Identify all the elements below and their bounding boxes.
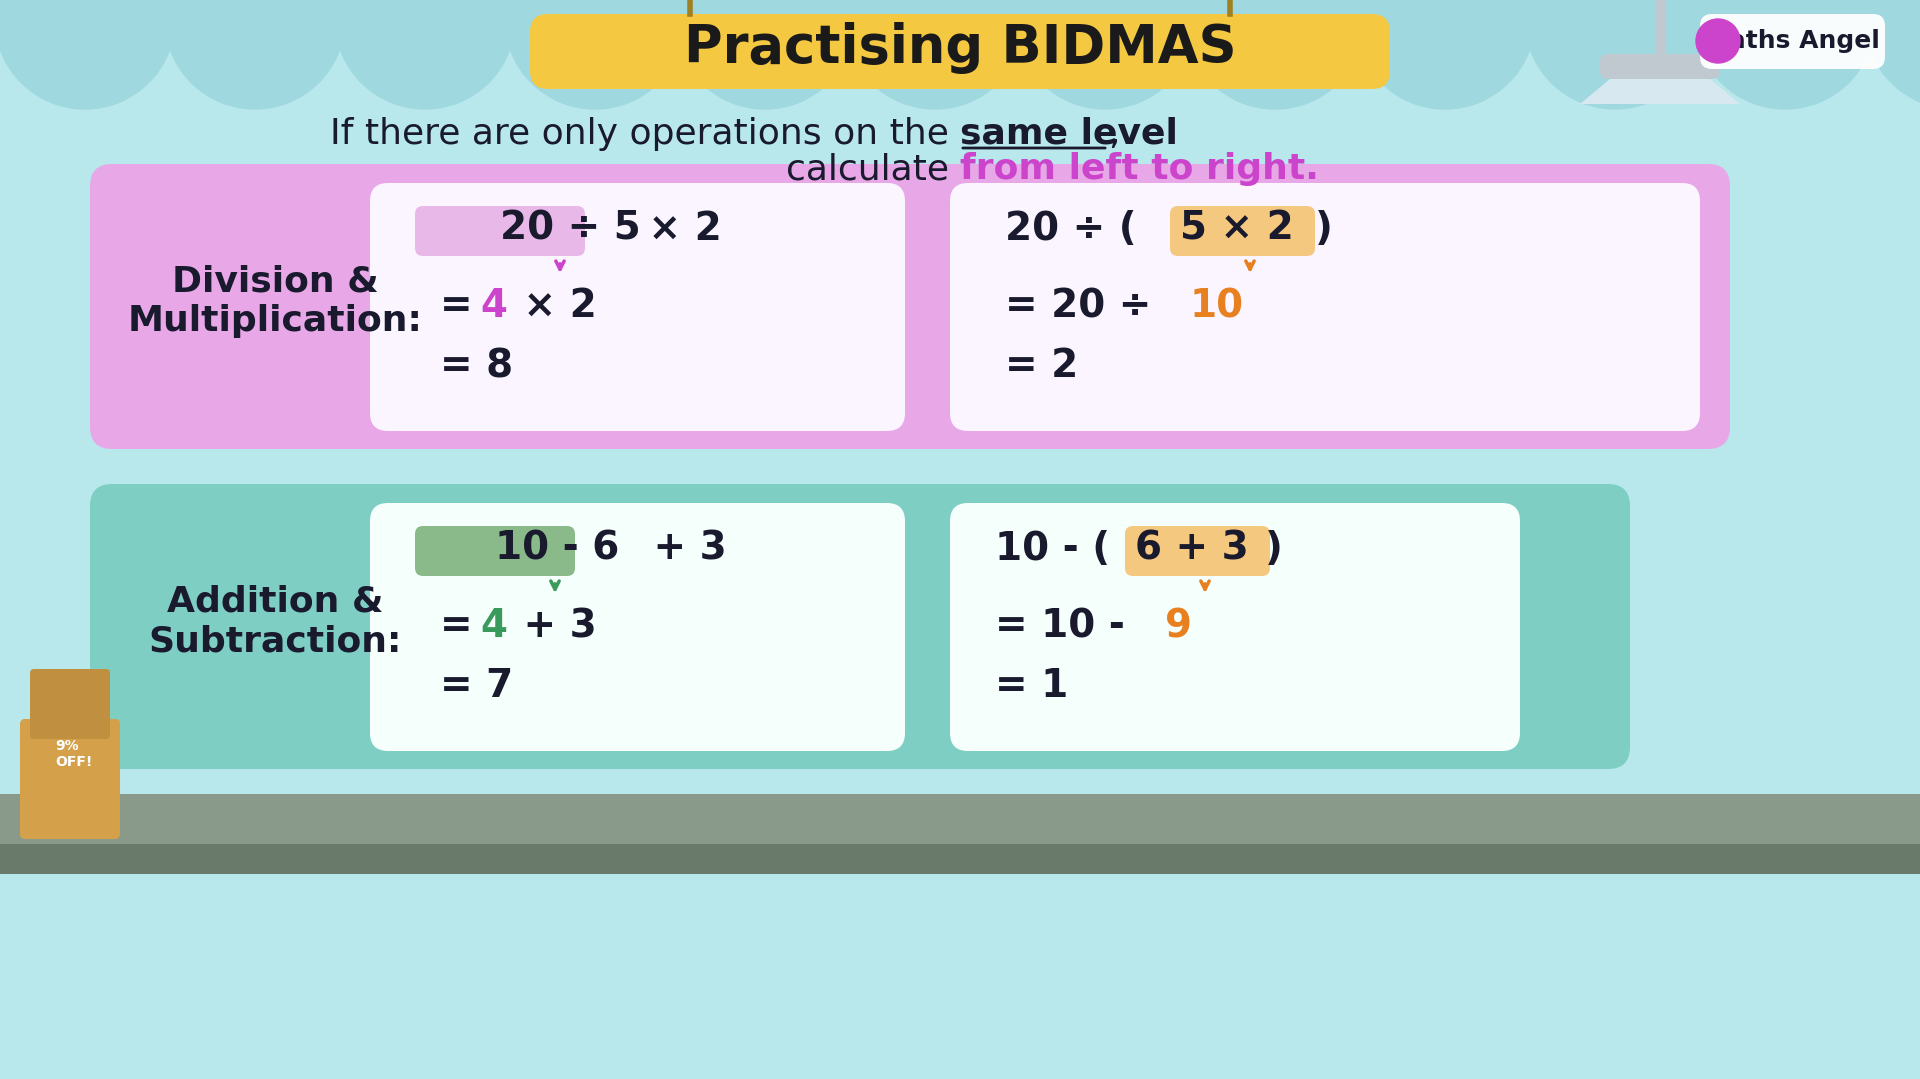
Text: Addition &
Subtraction:: Addition & Subtraction: bbox=[148, 585, 401, 658]
Text: 10 - (: 10 - ( bbox=[995, 530, 1110, 568]
FancyBboxPatch shape bbox=[31, 669, 109, 739]
FancyBboxPatch shape bbox=[950, 183, 1699, 431]
Text: 9: 9 bbox=[1165, 607, 1192, 645]
Text: same level: same level bbox=[960, 117, 1177, 151]
Circle shape bbox=[1524, 0, 1705, 109]
Circle shape bbox=[1016, 0, 1194, 109]
Text: ): ) bbox=[1315, 210, 1332, 248]
Bar bbox=[0, 844, 1920, 874]
Text: =: = bbox=[440, 287, 486, 325]
Circle shape bbox=[845, 0, 1025, 109]
Text: Division &
Multiplication:: Division & Multiplication: bbox=[127, 264, 422, 338]
Text: ,: , bbox=[1108, 117, 1119, 151]
FancyBboxPatch shape bbox=[90, 164, 1730, 449]
Text: 20 ÷ 5: 20 ÷ 5 bbox=[499, 210, 641, 248]
Text: + 3: + 3 bbox=[639, 530, 728, 568]
FancyBboxPatch shape bbox=[415, 206, 586, 256]
Circle shape bbox=[1356, 0, 1534, 109]
Text: =: = bbox=[440, 607, 486, 645]
Polygon shape bbox=[1580, 79, 1740, 104]
FancyBboxPatch shape bbox=[371, 183, 904, 431]
FancyBboxPatch shape bbox=[950, 503, 1521, 751]
Circle shape bbox=[676, 0, 854, 109]
Text: 20 ÷ (: 20 ÷ ( bbox=[1004, 210, 1137, 248]
Text: = 7: = 7 bbox=[440, 667, 513, 705]
FancyBboxPatch shape bbox=[415, 525, 574, 576]
Text: If there are only operations on the: If there are only operations on the bbox=[330, 117, 960, 151]
Text: from left to right.: from left to right. bbox=[960, 152, 1319, 186]
Text: = 8: = 8 bbox=[440, 347, 513, 385]
FancyBboxPatch shape bbox=[1599, 54, 1720, 79]
Text: 10: 10 bbox=[1190, 287, 1244, 325]
FancyBboxPatch shape bbox=[19, 719, 119, 839]
Text: = 2: = 2 bbox=[1004, 347, 1079, 385]
Text: ): ) bbox=[1265, 530, 1283, 568]
Text: = 10 -: = 10 - bbox=[995, 607, 1139, 645]
Text: 4: 4 bbox=[480, 607, 507, 645]
Text: 9%
OFF!: 9% OFF! bbox=[56, 739, 92, 769]
Circle shape bbox=[1185, 0, 1365, 109]
Circle shape bbox=[505, 0, 685, 109]
Text: 5 × 2: 5 × 2 bbox=[1181, 210, 1294, 248]
Circle shape bbox=[1695, 19, 1740, 63]
Text: × 2: × 2 bbox=[511, 287, 597, 325]
FancyBboxPatch shape bbox=[1699, 14, 1885, 69]
Circle shape bbox=[334, 0, 515, 109]
FancyBboxPatch shape bbox=[530, 14, 1390, 88]
Text: 6 + 3: 6 + 3 bbox=[1135, 530, 1248, 568]
Circle shape bbox=[1695, 0, 1876, 109]
Text: 10 - 6: 10 - 6 bbox=[495, 530, 620, 568]
Text: × 2: × 2 bbox=[636, 210, 722, 248]
Circle shape bbox=[1864, 0, 1920, 109]
FancyBboxPatch shape bbox=[90, 484, 1630, 769]
Circle shape bbox=[165, 0, 346, 109]
Bar bbox=[0, 794, 1920, 849]
FancyBboxPatch shape bbox=[371, 503, 904, 751]
FancyBboxPatch shape bbox=[1169, 206, 1315, 256]
Text: = 20 ÷: = 20 ÷ bbox=[1004, 287, 1165, 325]
Text: 4: 4 bbox=[480, 287, 507, 325]
Text: calculate: calculate bbox=[785, 152, 960, 186]
Text: + 3: + 3 bbox=[511, 607, 597, 645]
Text: Maths Angel: Maths Angel bbox=[1705, 29, 1880, 53]
Text: Practising BIDMAS: Practising BIDMAS bbox=[684, 23, 1236, 74]
Circle shape bbox=[0, 0, 175, 109]
Text: = 1: = 1 bbox=[995, 667, 1068, 705]
FancyBboxPatch shape bbox=[1125, 525, 1269, 576]
